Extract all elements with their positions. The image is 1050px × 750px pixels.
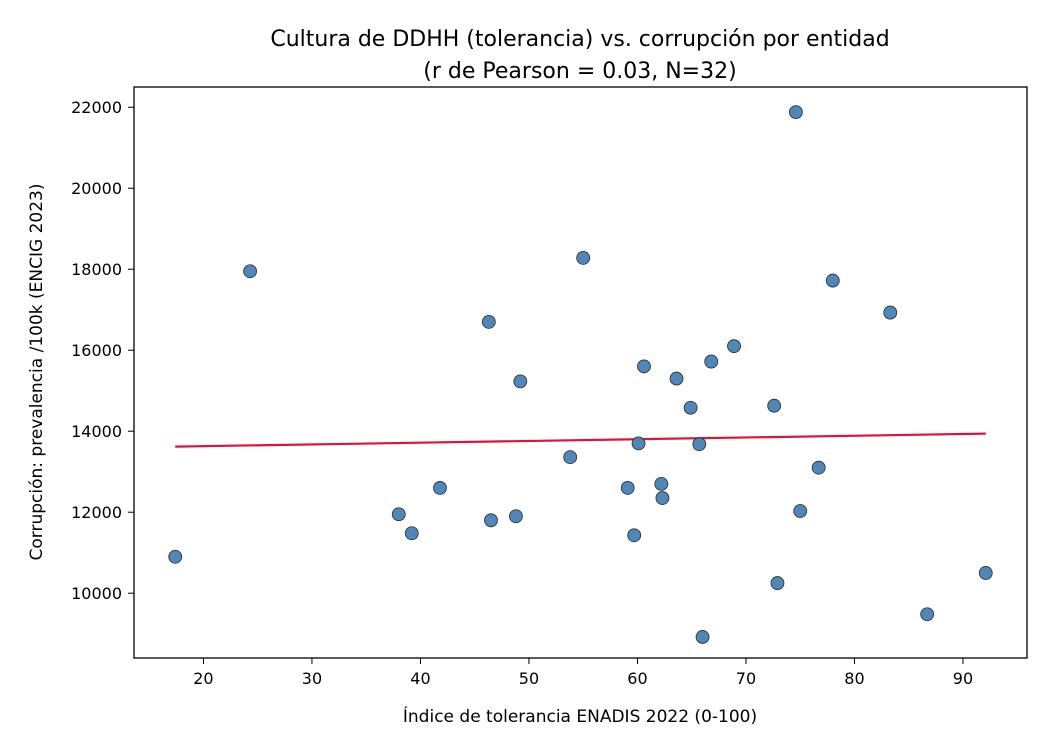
data-point	[563, 450, 578, 465]
chart-title: Cultura de DDHH (tolerancia) vs. corrupc…	[270, 27, 889, 52]
data-point	[683, 400, 698, 415]
data-point	[692, 437, 707, 452]
data-point	[513, 374, 528, 389]
data-point	[481, 314, 496, 329]
data-point	[767, 398, 782, 413]
y-axis-label: Corrupción: prevalencia /100k (ENCIG 202…	[27, 184, 47, 561]
x-tick-label: 20	[193, 669, 213, 688]
x-tick-label: 60	[627, 669, 647, 688]
y-tick-label: 14000	[71, 422, 122, 441]
data-point	[484, 513, 498, 528]
data-point	[695, 630, 710, 644]
x-axis-label: Índice de tolerancia ENADIS 2022 (0-100)	[403, 705, 757, 727]
data-point	[243, 264, 258, 279]
y-tick-label: 16000	[71, 341, 122, 360]
x-tick-label: 30	[302, 669, 322, 688]
data-point	[770, 576, 785, 590]
data-point	[631, 436, 646, 451]
data-point	[654, 476, 669, 491]
x-tick-label: 80	[844, 669, 864, 688]
data-point	[404, 526, 419, 541]
y-tick-label: 12000	[71, 503, 122, 522]
data-point	[811, 460, 826, 475]
points-layer	[168, 105, 993, 644]
y-tick-label: 18000	[71, 260, 122, 279]
data-point	[620, 481, 635, 495]
x-tick-label: 40	[410, 669, 430, 688]
x-tick-label: 70	[736, 669, 756, 688]
chart-subtitle: (r de Pearson = 0.03, N=32)	[423, 59, 736, 84]
trend-line	[175, 432, 986, 448]
data-point	[433, 481, 447, 495]
data-point	[509, 509, 523, 524]
y-axis-ticks: 10000 12000 14000 16000 18000 20000 22000	[71, 98, 134, 603]
y-tick-label: 22000	[71, 98, 122, 117]
y-tick-label: 10000	[71, 584, 122, 603]
data-point	[669, 371, 684, 386]
data-point	[168, 549, 183, 564]
data-point	[883, 305, 898, 320]
x-axis-ticks: 20 30 40 50 60 70 80 90	[193, 658, 973, 688]
data-point	[825, 273, 840, 288]
data-point	[655, 491, 670, 505]
data-point	[637, 359, 651, 374]
y-tick-label: 20000	[71, 179, 122, 198]
data-point	[788, 105, 803, 120]
data-point	[727, 339, 741, 354]
data-point	[576, 250, 591, 265]
data-point	[793, 504, 808, 518]
data-point	[627, 528, 642, 543]
trend-layer	[175, 432, 986, 448]
data-point	[978, 566, 993, 580]
x-tick-label: 90	[953, 669, 973, 688]
data-point	[704, 354, 719, 369]
x-tick-label: 50	[519, 669, 539, 688]
plot-area-frame	[133, 86, 1028, 659]
data-point	[391, 507, 406, 522]
data-point	[920, 607, 935, 622]
